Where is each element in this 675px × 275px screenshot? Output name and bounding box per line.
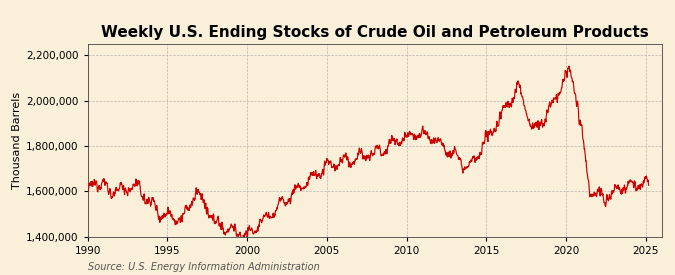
Title: Weekly U.S. Ending Stocks of Crude Oil and Petroleum Products: Weekly U.S. Ending Stocks of Crude Oil a… <box>101 25 649 40</box>
Y-axis label: Thousand Barrels: Thousand Barrels <box>12 92 22 189</box>
Text: Source: U.S. Energy Information Administration: Source: U.S. Energy Information Administ… <box>88 262 319 272</box>
